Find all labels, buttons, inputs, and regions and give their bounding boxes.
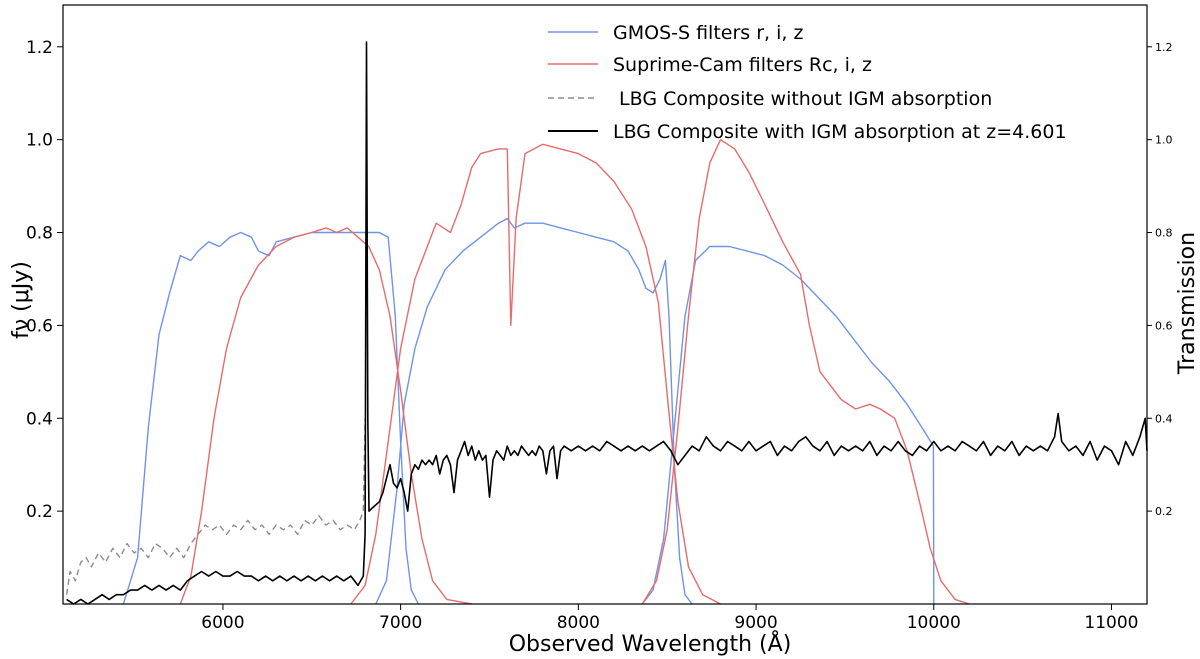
y-tick-label: 0.2 <box>26 502 53 522</box>
legend-label-igm: LBG Composite with IGM absorption at z=4… <box>613 121 1067 143</box>
legend: GMOS-S filters r, i, z Suprime-Cam filte… <box>548 22 1067 143</box>
y-axis-ticks: 0.2 0.4 0.6 0.8 1.0 1.2 <box>26 38 63 522</box>
x-axis-ticks: 6000 7000 8000 9000 10000 11000 <box>201 604 1139 633</box>
series-line-1-0 <box>179 227 472 605</box>
right-tick-label: 1.2 <box>1155 41 1173 54</box>
x-tick-label: 7000 <box>379 613 422 633</box>
x-tick-label: 6000 <box>201 613 244 633</box>
series-line-0-2 <box>641 245 935 605</box>
series-line-2-0 <box>65 418 366 595</box>
series-line-1-2 <box>641 139 970 605</box>
right-tick-label: 0.8 <box>1155 227 1173 240</box>
x-tick-label: 8000 <box>557 613 600 633</box>
right-tick-label: 0.4 <box>1155 412 1173 425</box>
x-tick-label: 11000 <box>1084 613 1138 633</box>
series-line-0-1 <box>375 217 693 605</box>
x-tick-label: 9000 <box>734 613 777 633</box>
y-tick-label: 1.2 <box>26 38 53 58</box>
y-tick-label: 0.6 <box>26 316 53 336</box>
plot-frame <box>62 4 1148 605</box>
right-axis-title: Transmission <box>1175 232 1200 375</box>
x-tick-label: 10000 <box>907 613 961 633</box>
series-line-1-1 <box>350 143 721 605</box>
right-tick-label: 1.0 <box>1155 134 1173 147</box>
x-axis-title: Observed Wavelength (Å) <box>509 630 792 657</box>
y-tick-label: 0.8 <box>26 224 53 244</box>
series-line-0-0 <box>122 231 420 605</box>
right-tick-label: 0.6 <box>1155 319 1173 332</box>
legend-label-suprime: Suprime-Cam filters Rc, i, z <box>613 54 872 76</box>
right-axis-ticks: 0.2 0.4 0.6 0.8 1.0 1.2 <box>1147 41 1173 518</box>
y-tick-label: 0.4 <box>26 409 53 429</box>
legend-label-gmos: GMOS-S filters r, i, z <box>613 22 803 44</box>
legend-label-no-igm: LBG Composite without IGM absorption <box>613 88 992 110</box>
y-axis-title: fν (μJy) <box>9 261 34 339</box>
y-tick-label: 1.0 <box>26 131 53 151</box>
series-layer <box>65 41 1148 605</box>
right-tick-label: 0.2 <box>1155 505 1173 518</box>
series-line-3-0 <box>66 41 1148 605</box>
